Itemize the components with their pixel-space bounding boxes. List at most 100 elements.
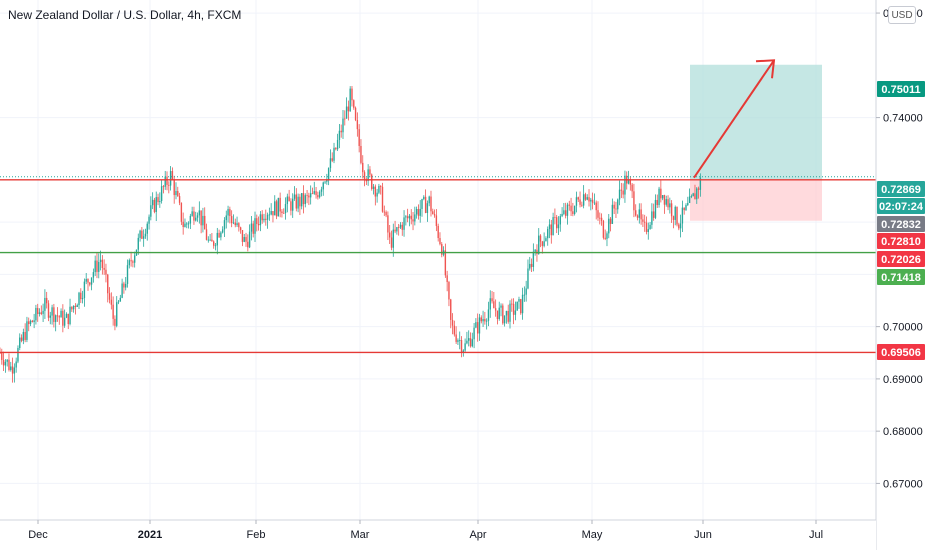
- candle-body: [336, 139, 339, 150]
- x-tick-label: Jul: [809, 529, 823, 541]
- candle-body: [509, 303, 511, 322]
- candle-body: [288, 196, 290, 202]
- candle-body: [195, 217, 197, 221]
- candle-body: [397, 227, 400, 228]
- candle-body: [503, 315, 506, 324]
- price-label-bg: [877, 344, 925, 360]
- candle-body: [320, 189, 323, 192]
- candle-body: [175, 190, 177, 196]
- price-label: 0.72810: [881, 236, 921, 248]
- candle-body: [615, 208, 617, 210]
- candle-body: [126, 265, 129, 284]
- candle-body: [471, 339, 473, 347]
- chart-title: New Zealand Dollar / U.S. Dollar, 4h, FX…: [8, 8, 242, 22]
- candle-body: [171, 171, 174, 180]
- candle-body: [369, 169, 371, 175]
- candle-body: [338, 130, 341, 140]
- candle-body: [602, 220, 605, 238]
- candle-body: [685, 205, 687, 211]
- price-label-bg: [877, 269, 925, 285]
- candle-body: [150, 205, 152, 217]
- candle-body: [187, 223, 190, 225]
- candle-body: [410, 215, 412, 220]
- candle-body: [505, 310, 508, 316]
- candle-body: [636, 215, 639, 218]
- candle-body: [327, 168, 330, 180]
- target-arrow: [693, 59, 776, 179]
- candle-body: [360, 145, 362, 163]
- candle-body: [184, 223, 186, 228]
- candle-body: [532, 251, 535, 267]
- candle-body: [573, 205, 576, 214]
- candle-body: [401, 224, 403, 230]
- candle-body: [380, 185, 382, 187]
- price-labels: 0.75011 0.72869 02:07:24 0.72832 0.72810 0.72…: [877, 81, 925, 360]
- candle-body: [263, 218, 265, 221]
- candle-body: [4, 361, 7, 366]
- candle-body: [426, 203, 429, 213]
- candle-body: [6, 359, 8, 362]
- candle-body: [643, 221, 646, 223]
- price-label: 02:07:24: [879, 201, 924, 213]
- candle-body: [365, 180, 368, 182]
- candle-body: [15, 361, 17, 368]
- candle-body: [608, 218, 610, 234]
- candle-body: [37, 307, 39, 314]
- candle-body: [412, 219, 414, 222]
- candle-body: [523, 294, 526, 296]
- candle-body: [640, 209, 642, 220]
- y-tick-label: 0.70000: [883, 322, 923, 334]
- candle-body: [541, 241, 544, 246]
- candle-body: [405, 216, 407, 218]
- candle-body: [599, 217, 601, 219]
- candle-body: [234, 222, 236, 226]
- candle-body: [462, 350, 465, 353]
- candle-body: [406, 216, 409, 219]
- candle-body: [349, 88, 351, 112]
- candle-body: [376, 192, 378, 197]
- candle-body: [47, 303, 50, 318]
- candle-body: [333, 147, 335, 161]
- candle-body: [8, 359, 10, 370]
- candle-body: [584, 194, 587, 200]
- candle-body: [387, 215, 389, 233]
- candle-body: [99, 259, 102, 263]
- candle-body: [485, 320, 488, 322]
- horizontal-lines: [0, 176, 876, 354]
- candle-body: [564, 210, 567, 216]
- price-label-bg: [877, 251, 925, 267]
- candle-body: [133, 255, 136, 263]
- candle-body: [451, 319, 454, 326]
- currency-button[interactable]: USD: [888, 6, 916, 24]
- candle-body: [435, 215, 438, 226]
- candle-body: [200, 210, 202, 226]
- candle-body: [493, 301, 495, 309]
- candle-body: [213, 241, 215, 246]
- candle-body: [159, 200, 161, 203]
- candle-body: [511, 303, 513, 305]
- candle-body: [347, 106, 350, 112]
- candle-body: [117, 301, 120, 303]
- candle-body: [169, 171, 172, 186]
- candle-body: [381, 186, 384, 212]
- candle-body: [388, 232, 391, 238]
- profit-zone: [690, 64, 822, 180]
- candle-body: [107, 274, 109, 294]
- candle-body: [49, 315, 51, 318]
- candle-body: [96, 260, 98, 272]
- candle-body: [688, 196, 691, 204]
- candle-body: [597, 210, 599, 218]
- candle-body: [277, 197, 280, 217]
- candle-body: [450, 299, 452, 320]
- candle-body: [211, 239, 213, 242]
- candle-body: [227, 209, 229, 216]
- candle-body: [572, 211, 574, 214]
- candle-body: [487, 309, 490, 321]
- candle-body: [554, 217, 556, 218]
- candle-body: [392, 229, 394, 248]
- candle-body: [31, 320, 34, 323]
- candle-body: [186, 223, 188, 225]
- candle-body: [108, 293, 111, 300]
